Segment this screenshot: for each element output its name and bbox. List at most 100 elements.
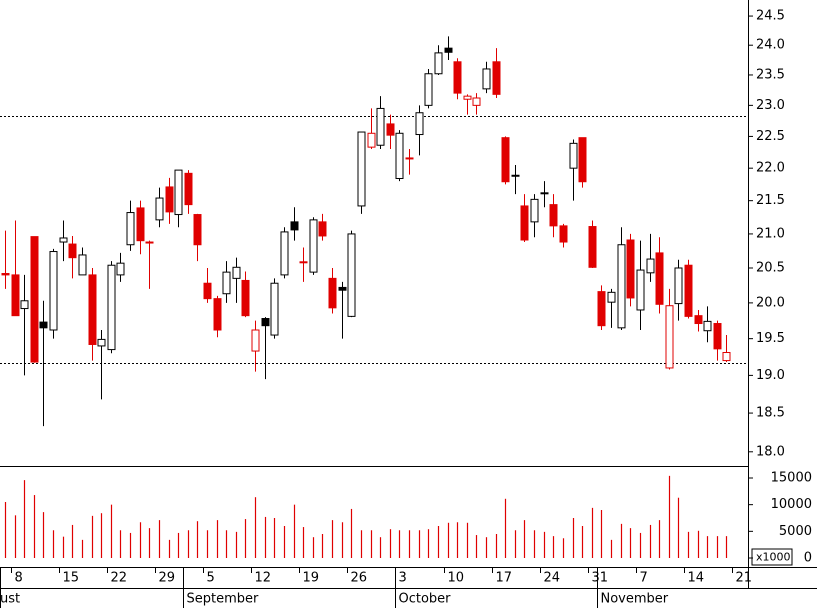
candle-body (694, 315, 703, 325)
y-tick-label: 21.5 (756, 193, 785, 208)
candle-body (97, 338, 106, 347)
x-tick-label: 31 (592, 571, 609, 586)
candle-body (540, 192, 549, 195)
x-tick-label: 7 (640, 571, 648, 586)
x-tick-label: 10 (448, 571, 465, 586)
candle-body (722, 352, 731, 362)
candle-body (463, 95, 472, 100)
candle-body (155, 197, 164, 221)
candle-body (386, 123, 395, 136)
candle-body (511, 174, 520, 177)
candle-body (607, 291, 616, 303)
candle-body (136, 207, 145, 242)
candle-body (107, 264, 116, 351)
x-tick-label: 14 (688, 571, 705, 586)
x-tick-label: 21 (736, 571, 753, 586)
candle-body (68, 243, 77, 259)
candle-body (116, 262, 125, 276)
candle-body (395, 132, 404, 179)
month-label: September (187, 592, 260, 607)
y-tick-label: 20.0 (756, 295, 785, 310)
candle-body (549, 204, 558, 227)
candle-body (472, 97, 481, 106)
candle-body (713, 323, 722, 350)
x-tick-label: 15 (63, 571, 80, 586)
volume-tick-label: 0 (804, 551, 812, 566)
y-tick-label: 22.5 (756, 129, 785, 144)
candle-body (347, 233, 356, 317)
candle-body (222, 271, 231, 295)
candle-body (665, 305, 674, 369)
candle-body (328, 277, 337, 309)
candle-body (617, 244, 626, 329)
candle-body (318, 221, 327, 237)
candle-body (30, 236, 39, 363)
candle-body (492, 61, 501, 95)
candle-body (270, 282, 279, 336)
x-tick-label: 19 (303, 571, 320, 586)
y-tick-label: 21.0 (756, 226, 785, 241)
candle-body (415, 112, 424, 136)
candle-body (559, 225, 568, 243)
candle-body (280, 231, 289, 276)
candle-body (11, 274, 20, 317)
x-tick-label: 3 (399, 571, 407, 586)
candle-body (655, 252, 664, 305)
candle-body (569, 142, 578, 169)
candle-body (626, 239, 635, 299)
candle-body (261, 318, 270, 327)
y-tick-label: 24.5 (756, 9, 785, 24)
candle-body (39, 321, 48, 329)
x-tick-label: 5 (207, 571, 215, 586)
candle-body (184, 172, 193, 206)
candle-body (232, 266, 241, 279)
candle-body (376, 107, 385, 146)
x-tick-label: 12 (255, 571, 272, 586)
unit-box (751, 548, 793, 566)
candle-body (174, 169, 183, 216)
candle-body (299, 261, 308, 264)
candle-body (453, 61, 462, 94)
x-tick-label: 24 (544, 571, 561, 586)
candle-body (674, 267, 683, 305)
candle-body (444, 47, 453, 53)
candle-body (213, 298, 222, 331)
y-tick-label: 18.0 (756, 444, 785, 459)
candle-body (309, 219, 318, 273)
candle-body (367, 132, 376, 148)
candle-body (482, 68, 491, 90)
candle-body (1, 273, 10, 276)
y-tick-label: 20.5 (756, 260, 785, 275)
candle-body (501, 137, 510, 183)
candle-body (520, 205, 529, 241)
candle-body (49, 251, 58, 331)
candle-body (424, 73, 433, 106)
x-tick-label: 8 (15, 571, 23, 586)
x-tick-label: 22 (111, 571, 128, 586)
candle-body (88, 274, 97, 345)
candle-body (597, 291, 606, 327)
volume-unit-label: x1000 (756, 551, 791, 564)
volume-tick-label: 5000 (779, 524, 812, 539)
volume-tick-label: 15000 (771, 470, 812, 485)
x-tick-label: 17 (496, 571, 513, 586)
candle-body (434, 52, 443, 75)
candle-body (530, 198, 539, 223)
candle-body (193, 214, 202, 246)
candle-body (251, 329, 260, 352)
candle-body (646, 258, 655, 274)
y-tick-label: 23.0 (756, 98, 785, 113)
candle-body (405, 157, 414, 160)
month-label: ust (0, 592, 20, 607)
x-tick-label: 26 (351, 571, 368, 586)
candle-body (20, 300, 29, 310)
candle-body (59, 237, 68, 243)
candle-body (145, 241, 154, 244)
candle-body (126, 212, 135, 246)
y-tick-label: 19.0 (756, 368, 785, 383)
candle-body (578, 137, 587, 183)
candle-body (203, 282, 212, 300)
candle-body (703, 320, 712, 332)
